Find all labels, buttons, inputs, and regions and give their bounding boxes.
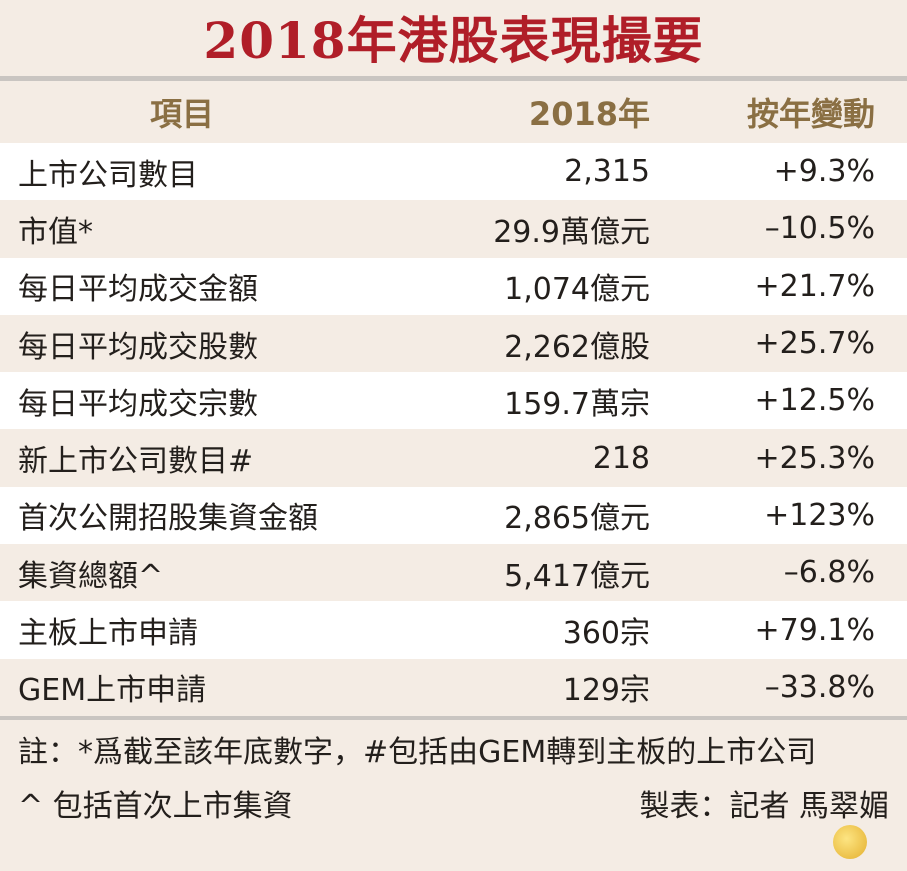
row-item: 每日平均成交股數: [18, 329, 258, 365]
row-change: +9.3%: [773, 154, 875, 190]
row-change: +21.7%: [754, 268, 875, 304]
divider: [0, 715, 907, 720]
table-row: 新上市公司數目# 218 +25.3%: [0, 429, 907, 486]
page-title: 2018年港股表現撮要: [203, 11, 704, 70]
note-1: 註：*爲截至該年底數字，#包括由GEM轉到主板的上市公司: [18, 734, 817, 770]
row-change: –10.5%: [764, 211, 875, 247]
row-item: 市值*: [18, 214, 93, 250]
row-item: 新上市公司數目#: [18, 444, 254, 480]
row-value: 159.7萬宗: [504, 386, 650, 422]
table-row: 集資總額^ 5,417億元 –6.8%: [0, 544, 907, 601]
note-2: ^ 包括首次上市集資: [18, 788, 293, 824]
row-change: –33.8%: [764, 669, 875, 705]
table-header: 項目 2018年 按年變動: [0, 81, 907, 143]
header-item: 項目: [150, 95, 215, 133]
row-item: 上市公司數目: [18, 157, 198, 193]
row-item: 首次公開招股集資金額: [18, 501, 318, 537]
credit: 製表：記者 馬翠媚: [639, 788, 889, 824]
row-change: +12.5%: [754, 383, 875, 419]
row-value: 2,315: [564, 154, 650, 190]
table-row: 上市公司數目 2,315 +9.3%: [0, 143, 907, 201]
table-row: 每日平均成交股數 2,262億股 +25.7%: [0, 315, 907, 372]
header-change: 按年變動: [746, 95, 875, 133]
row-value: 5,417億元: [504, 558, 650, 594]
row-item: 主板上市申請: [18, 616, 198, 652]
table-row: 主板上市申請 360宗 +79.1%: [0, 601, 907, 659]
row-change: +123%: [764, 497, 875, 533]
row-change: +79.1%: [754, 612, 875, 648]
watermark-logo-icon: [833, 825, 867, 859]
row-item: 每日平均成交金額: [18, 272, 258, 308]
table-body: 上市公司數目 2,315 +9.3% 市值* 29.9萬億元 –10.5% 每日平均成交金額…: [0, 143, 907, 716]
row-value: 360宗: [562, 616, 650, 652]
row-item: 集資總額^: [18, 558, 164, 594]
row-value: 29.9萬億元: [493, 214, 650, 250]
row-value: 2,865億元: [504, 501, 650, 537]
row-value: 129宗: [562, 673, 650, 709]
table-row: GEM上市申請 129宗 –33.8%: [0, 659, 907, 716]
divider: [0, 76, 907, 81]
row-change: +25.3%: [754, 440, 875, 476]
table-row: 首次公開招股集資金額 2,865億元 +123%: [0, 486, 907, 545]
table-row: 市值* 29.9萬億元 –10.5%: [0, 200, 907, 257]
row-change: +25.7%: [754, 326, 875, 362]
row-value: 1,074億元: [504, 272, 650, 308]
row-change: –6.8%: [783, 555, 875, 591]
table-row: 每日平均成交宗數 159.7萬宗 +12.5%: [0, 372, 907, 430]
table-row: 每日平均成交金額 1,074億元 +21.7%: [0, 257, 907, 315]
row-value: 2,262億股: [504, 329, 650, 365]
row-item: GEM上市申請: [18, 673, 207, 709]
header-year: 2018年: [528, 95, 650, 133]
row-value: 218: [592, 440, 650, 476]
notes: 註：*爲截至該年底數字，#包括由GEM轉到主板的上市公司 ^ 包括首次上市集資 …: [0, 720, 907, 834]
row-item: 每日平均成交宗數: [18, 386, 258, 422]
